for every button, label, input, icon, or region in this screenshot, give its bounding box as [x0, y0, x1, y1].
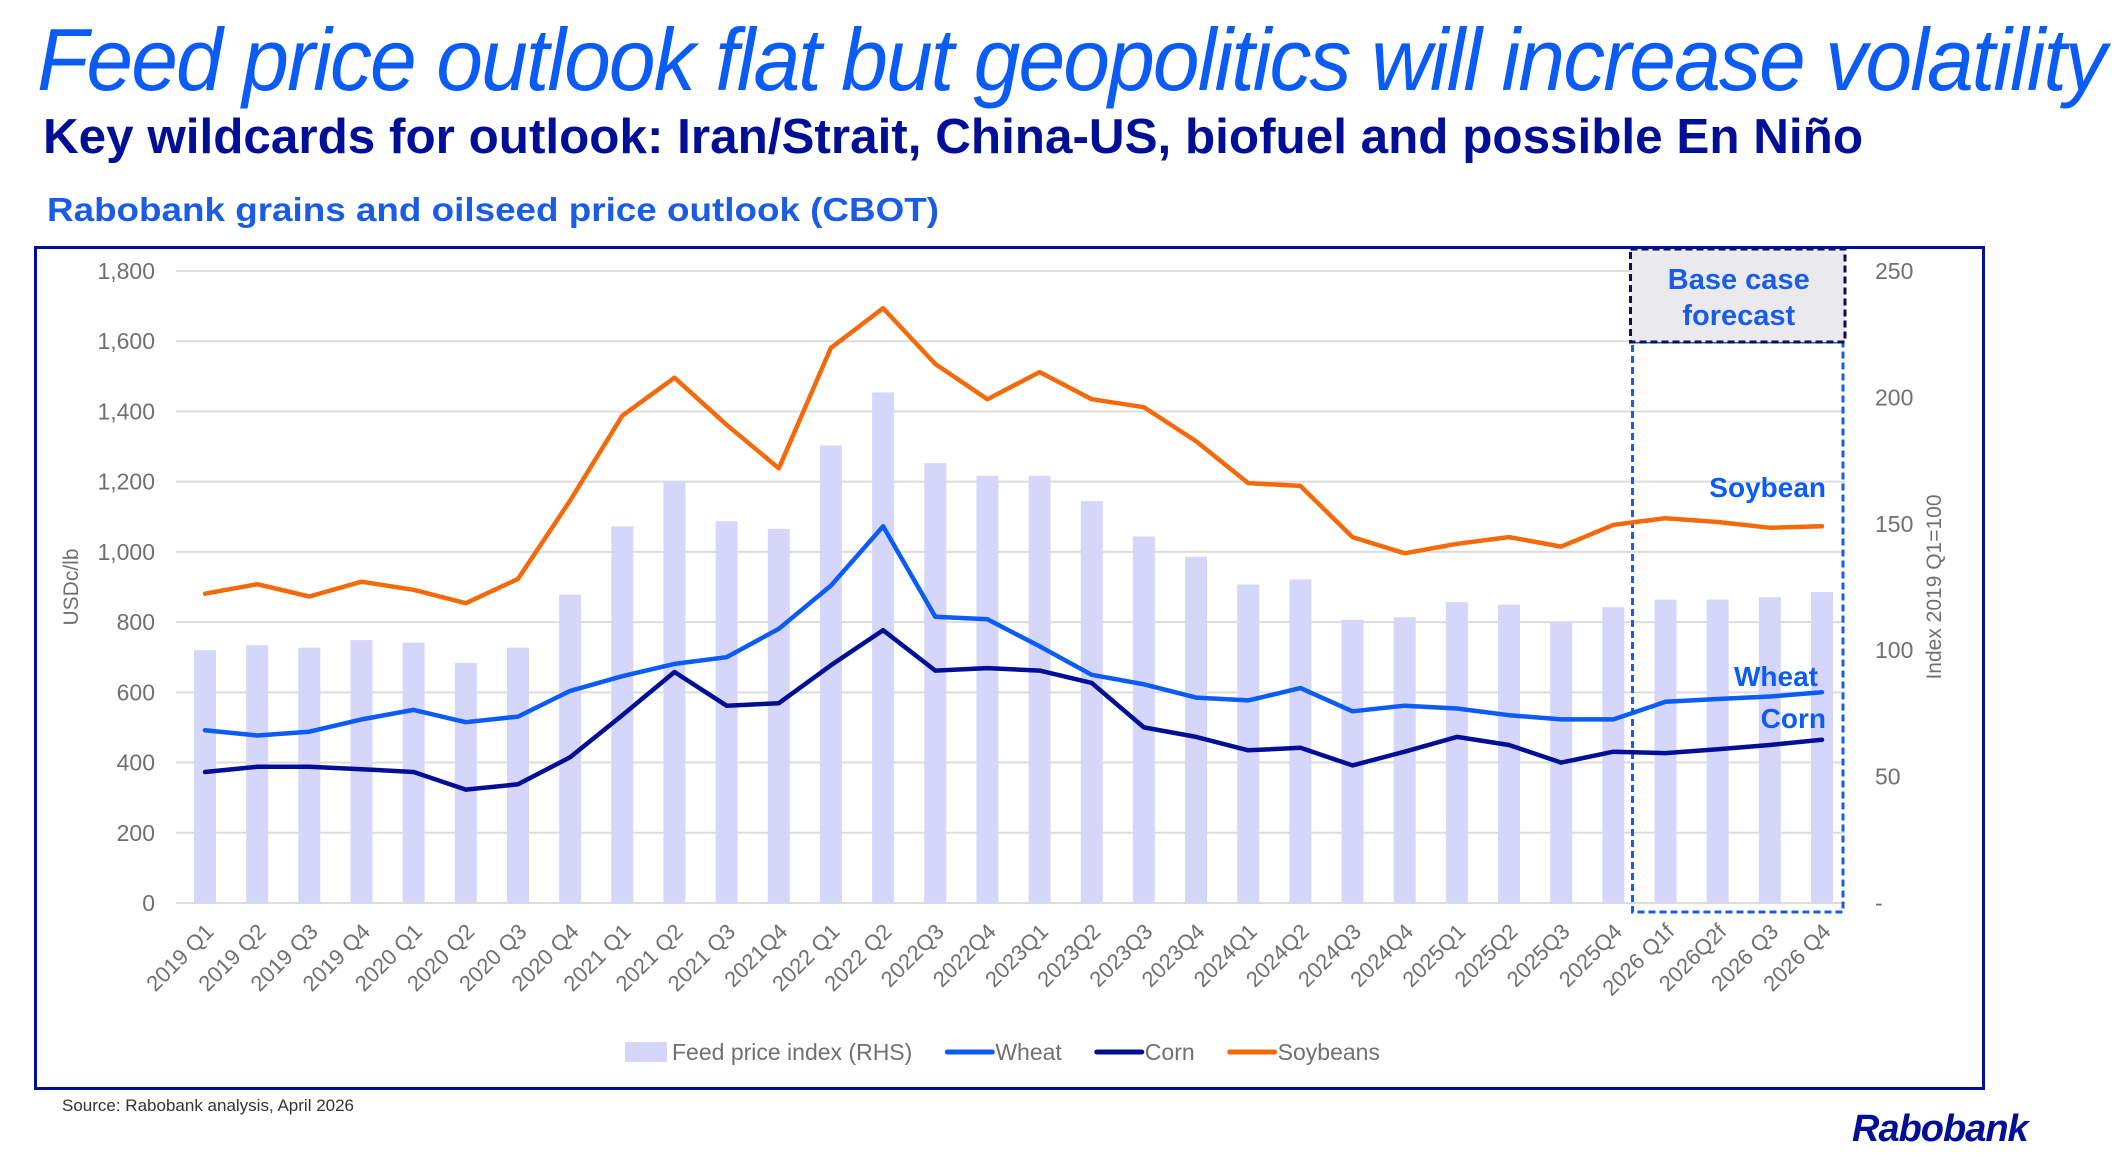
- feed-index-bar: [924, 463, 947, 903]
- feed-index-bar: [715, 521, 738, 903]
- forecast-label-line1: Base case: [1668, 264, 1810, 296]
- gridlines: [176, 270, 1845, 904]
- forecast-box: Base case forecast: [1629, 249, 1847, 914]
- left-axis-tick-label: 1,400: [97, 398, 155, 424]
- feed-index-bar: [663, 480, 686, 903]
- feed-index-bar: [976, 475, 999, 903]
- chart-frame: Base case forecast 0 200 400 600 800 1,000 1,2…: [34, 246, 1985, 1090]
- feed-index-bar: [1289, 579, 1312, 903]
- legend-label: Soybeans: [1278, 1039, 1380, 1065]
- left-axis-tick-label: 1,800: [97, 258, 155, 284]
- forecast-label-line2: forecast: [1682, 300, 1795, 332]
- feed-index-bar: [194, 650, 216, 903]
- left-axis-tick-label: 400: [117, 750, 155, 776]
- wheat-series-label: Wheat: [1734, 661, 1818, 692]
- left-axis-tick-label: 200: [117, 820, 155, 846]
- left-axis-tick-label: 0: [142, 890, 155, 916]
- legend: Feed price index (RHS) Wheat Corn Soybeans: [625, 1039, 1380, 1065]
- feed-index-bar: [1602, 607, 1625, 903]
- right-axis-tick-label: 100: [1875, 637, 1913, 663]
- right-axis-tick-label: 150: [1875, 511, 1913, 537]
- right-axis-tick-label: 50: [1875, 764, 1901, 790]
- feed-index-bar: [454, 662, 477, 903]
- right-axis-tick-label: 200: [1875, 384, 1913, 410]
- feed-index-bar: [1237, 584, 1260, 903]
- right-axis-ticks: - 50 100 150 200 250: [1875, 258, 1913, 916]
- legend-item: Feed price index (RHS): [625, 1039, 912, 1065]
- wheat-line: [202, 524, 1825, 738]
- feed-index-bar: [1758, 597, 1781, 903]
- left-axis-tick-label: 800: [117, 609, 155, 635]
- right-axis-tick-label: -: [1875, 890, 1883, 916]
- chart-title: Rabobank grains and oilseed price outloo…: [47, 191, 939, 228]
- feed-index-bar: [1341, 619, 1364, 903]
- feed-index-bar: [1811, 592, 1833, 903]
- left-axis-tick-label: 1,200: [97, 469, 155, 495]
- feed-index-bar: [350, 640, 373, 903]
- feed-index-bars: [194, 392, 1833, 903]
- legend-swatch-bar: [625, 1042, 667, 1062]
- legend-label: Feed price index (RHS): [672, 1039, 912, 1065]
- legend-item: Corn: [1094, 1039, 1195, 1065]
- page-title: Feed price outlook flat but geopolitics …: [37, 10, 2107, 109]
- feed-index-bar: [1080, 501, 1103, 903]
- forecast-header: [1629, 249, 1847, 344]
- feed-index-bar: [1498, 604, 1521, 903]
- feed-index-bar: [559, 594, 582, 903]
- left-axis-label: USDc/lb: [60, 548, 83, 625]
- soybeans-line: [202, 305, 1825, 606]
- soybean-series-label: Soybean: [1709, 472, 1826, 503]
- right-axis-tick-label: 250: [1875, 258, 1913, 284]
- page-subtitle: Key wildcards for outlook: Iran/Strait, …: [43, 110, 1863, 164]
- feed-index-bar: [1028, 475, 1051, 903]
- right-axis-label: Index 2019 Q1=100: [1923, 494, 1946, 679]
- feed-index-bar: [246, 645, 269, 903]
- feed-index-bar: [819, 445, 842, 903]
- corn-series-label: Corn: [1761, 703, 1826, 734]
- feed-index-bar: [1132, 536, 1155, 903]
- legend-label: Corn: [1145, 1039, 1195, 1065]
- feed-index-bar: [298, 647, 321, 903]
- left-axis-tick-label: 1,600: [97, 328, 155, 354]
- rabobank-logo: Rabobank: [1852, 1108, 2029, 1150]
- left-axis-ticks: 0 200 400 600 800 1,000 1,200 1,400 1,600 1,800: [97, 258, 155, 916]
- feed-index-bar: [767, 528, 790, 903]
- corn-line: [202, 627, 1825, 792]
- left-axis-tick-label: 1,000: [97, 539, 155, 565]
- feed-index-bar: [872, 392, 895, 903]
- feed-index-bar: [1393, 617, 1416, 903]
- feed-index-bar: [1445, 602, 1468, 903]
- feed-index-bar: [506, 647, 529, 903]
- chart-svg: Base case forecast 0 200 400 600 800 1,000 1,2…: [60, 249, 1946, 1065]
- feed-index-bar: [1185, 556, 1208, 903]
- legend-item: Soybeans: [1227, 1039, 1380, 1065]
- legend-item: Wheat: [944, 1039, 1062, 1065]
- legend-label: Wheat: [995, 1039, 1062, 1065]
- left-axis-tick-label: 600: [117, 679, 155, 705]
- price-lines: [202, 305, 1825, 792]
- source-note: Source: Rabobank analysis, April 2026: [62, 1096, 355, 1115]
